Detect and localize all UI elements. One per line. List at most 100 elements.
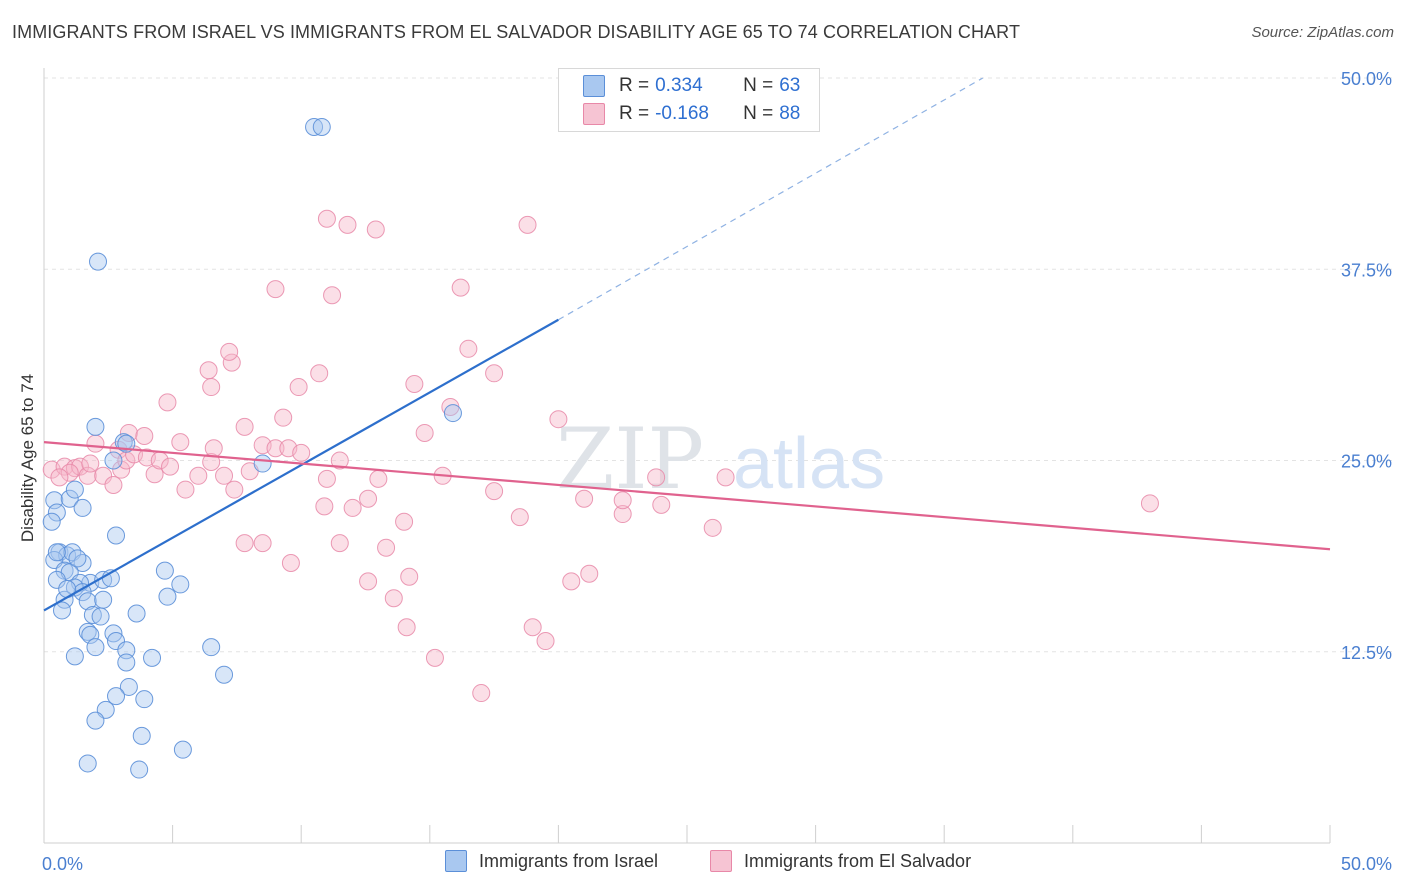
elsalvador-point	[292, 443, 311, 462]
israel-point	[253, 454, 272, 473]
legend-r-label: R =	[619, 103, 650, 124]
elsalvador-point	[549, 410, 568, 429]
elsalvador-point	[451, 278, 470, 297]
elsalvador-point	[315, 497, 334, 516]
elsalvador-point	[171, 433, 190, 452]
israel-point	[107, 632, 126, 651]
elsalvador-point	[338, 215, 357, 234]
elsalvador-point	[395, 512, 414, 531]
elsalvador-point	[161, 457, 180, 476]
elsalvador-point	[220, 342, 239, 361]
elsalvador-point	[202, 378, 221, 397]
israel-point	[94, 590, 113, 609]
chart-title: IMMIGRANTS FROM ISRAEL VS IMMIGRANTS FRO…	[12, 22, 1021, 42]
elsalvador-point	[215, 466, 234, 485]
israel-point	[47, 543, 66, 562]
israel-point	[104, 451, 123, 470]
grid-lines	[44, 77, 1392, 653]
elsalvador-point	[716, 468, 735, 487]
elsalvador-trend-line	[43, 441, 1331, 551]
israel-point	[73, 498, 92, 517]
elsalvador-point	[289, 378, 308, 397]
elsalvador-point	[274, 408, 293, 427]
elsalvador-point	[562, 572, 581, 591]
israel-point	[312, 117, 331, 136]
elsalvador-point	[235, 417, 254, 436]
israel-point	[143, 648, 162, 667]
elsalvador-point	[94, 466, 113, 485]
y-axis-label: Disability Age 65 to 74	[18, 374, 37, 542]
x-tick-label: 50.0%	[1341, 854, 1392, 874]
elsalvador-point	[575, 489, 594, 508]
israel-point	[47, 503, 66, 522]
elsalvador-point	[199, 361, 218, 380]
legend-n-value-elsalvador: 88	[779, 103, 801, 124]
israel-point	[68, 549, 87, 568]
elsalvador-point	[104, 475, 123, 494]
elsalvador-point	[485, 364, 504, 383]
y-tick-label: 12.5%	[1341, 643, 1392, 663]
israel-point	[171, 575, 190, 594]
elsalvador-point	[204, 439, 223, 458]
elsalvador-point	[613, 505, 632, 524]
israel-point	[117, 653, 136, 672]
elsalvador-point	[1140, 494, 1159, 513]
elsalvador-point	[536, 632, 555, 651]
elsalvador-point	[377, 538, 396, 557]
israel-point	[155, 561, 174, 580]
israel-point	[65, 647, 84, 666]
legend-row-elsalvador: R = -0.168 N = 88	[583, 101, 800, 127]
elsalvador-point	[523, 618, 542, 637]
israel-point	[60, 489, 79, 508]
axes	[43, 68, 1331, 844]
series-israel-points	[42, 117, 462, 779]
elsalvador-point	[112, 460, 131, 479]
israel-point	[78, 592, 97, 611]
elsalvador-point	[158, 393, 177, 412]
israel-point	[86, 711, 105, 730]
israel-point	[86, 638, 105, 657]
israel-point	[135, 690, 154, 709]
series-elsalvador-points	[42, 209, 1159, 703]
bottom-legend-swatch-israel	[445, 850, 467, 872]
israel-point	[107, 687, 126, 706]
trend-lines	[43, 77, 1331, 612]
elsalvador-point	[652, 495, 671, 514]
legend-n-label: N =	[743, 103, 774, 124]
legend-r-value-israel: 0.334	[655, 75, 703, 96]
y-tick-label: 50.0%	[1341, 69, 1392, 89]
israel-point	[53, 601, 72, 620]
tick-labels: 12.5% 25.0% 37.5% 50.0% 0.0% 50.0%	[42, 69, 1392, 874]
israel-point	[305, 117, 324, 136]
elsalvador-point	[222, 353, 241, 372]
legend-swatch-israel	[583, 75, 605, 97]
elsalvador-point	[369, 469, 388, 488]
elsalvador-point	[317, 469, 336, 488]
israel-trend-line	[43, 318, 559, 612]
legend-r-label: R =	[619, 75, 650, 96]
israel-point	[78, 622, 97, 641]
israel-point	[443, 404, 462, 423]
legend: R = 0.334 N = 63 R = -0.168 N = 88	[558, 68, 820, 132]
israel-point	[78, 754, 97, 773]
elsalvador-point	[343, 498, 362, 517]
elsalvador-point	[405, 375, 424, 393]
israel-point	[89, 252, 108, 271]
israel-trend-extension	[558, 77, 984, 321]
elsalvador-point	[323, 286, 342, 305]
israel-point	[107, 526, 126, 545]
israel-point	[47, 570, 66, 589]
elsalvador-point	[613, 491, 632, 510]
elsalvador-point	[330, 534, 349, 553]
israel-point	[173, 740, 192, 759]
elsalvador-point	[366, 220, 385, 239]
israel-point	[130, 760, 149, 779]
watermark-atlas: atlas	[733, 424, 885, 504]
watermark: ZIP atlas	[556, 410, 885, 508]
elsalvador-point	[384, 589, 403, 608]
elsalvador-point	[225, 480, 244, 499]
bottom-legend-israel: Immigrants from Israel	[445, 850, 658, 872]
legend-n-label: N =	[743, 75, 774, 96]
source-label: Source: ZipAtlas.com	[1251, 24, 1394, 41]
elsalvador-point	[119, 423, 138, 442]
